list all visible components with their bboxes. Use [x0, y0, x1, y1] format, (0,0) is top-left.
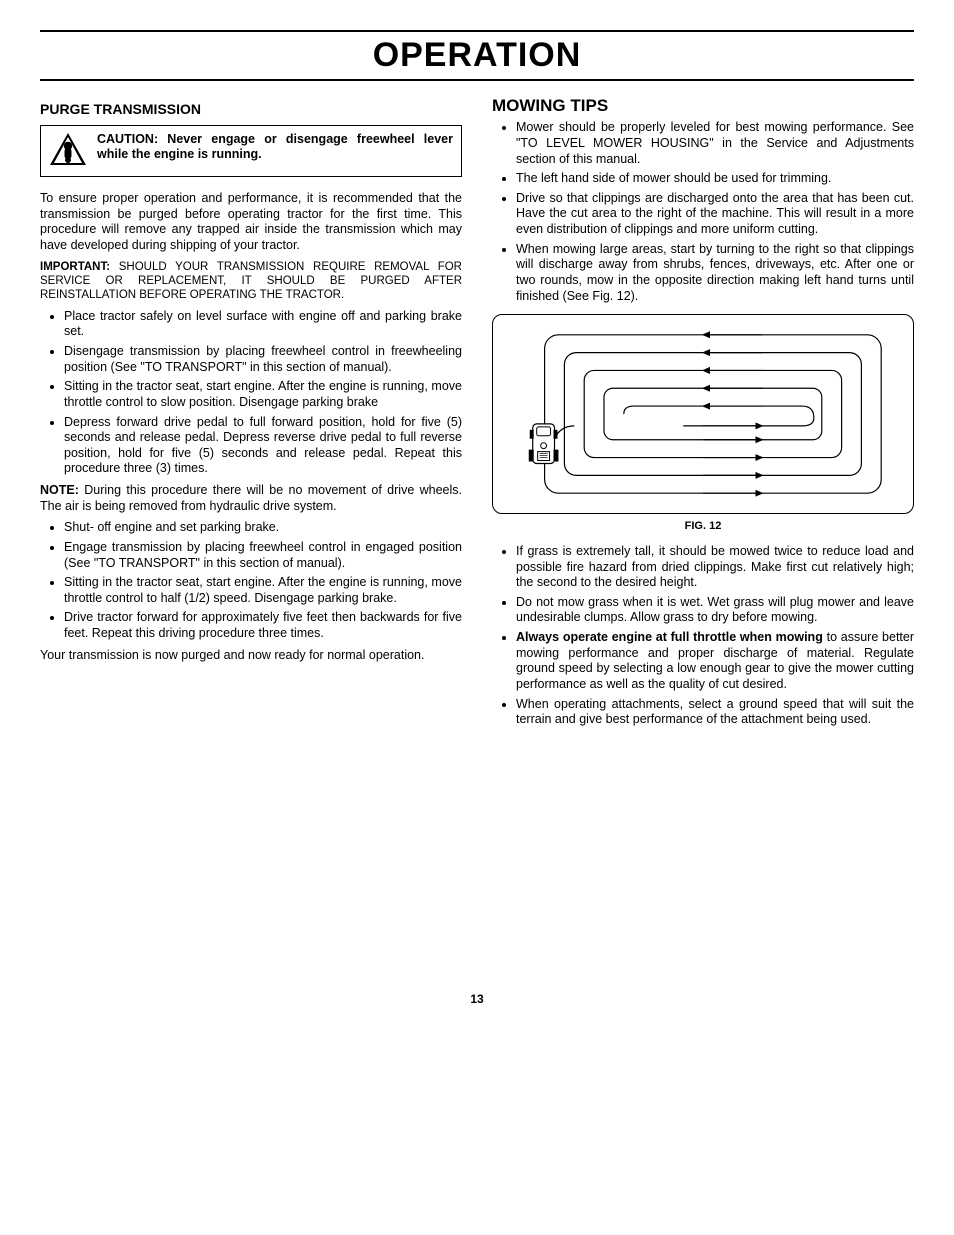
- list-item: Always operate engine at full throttle w…: [516, 630, 914, 693]
- list-item: Drive so that clippings are discharged o…: [516, 191, 914, 238]
- list-item: If grass is extremely tall, it should be…: [516, 544, 914, 591]
- list-item: Sitting in the tractor seat, start engin…: [64, 575, 462, 606]
- list-item: Mower should be properly leveled for bes…: [516, 120, 914, 167]
- mowing-pattern-diagram: [493, 315, 913, 513]
- mowing-list-1: Mower should be properly leveled for bes…: [492, 120, 914, 304]
- left-column: PURGE TRANSMISSION CAUTION: Never engage…: [40, 95, 462, 732]
- note: NOTE: During this procedure there will b…: [40, 483, 462, 514]
- list-item: Disengage transmission by placing freewh…: [64, 344, 462, 375]
- list-item: Drive tractor forward for approximately …: [64, 610, 462, 641]
- right-column: MOWING TIPS Mower should be properly lev…: [492, 95, 914, 732]
- list-item: Place tractor safely on level surface wi…: [64, 309, 462, 340]
- page-number: 13: [40, 992, 914, 1006]
- list-item: When operating attachments, select a gro…: [516, 697, 914, 728]
- caution-box: CAUTION: Never engage or disengage freew…: [40, 125, 462, 178]
- purge-intro: To ensure proper operation and performan…: [40, 191, 462, 254]
- note-lead: NOTE:: [40, 483, 79, 497]
- list-item: When mowing large areas, start by turnin…: [516, 242, 914, 305]
- figure-12: [492, 314, 914, 514]
- list-item: Engage transmission by placing freewheel…: [64, 540, 462, 571]
- purge-list-1: Place tractor safely on level surface wi…: [40, 309, 462, 477]
- mowing-heading: MOWING TIPS: [492, 95, 914, 116]
- purge-heading: PURGE TRANSMISSION: [40, 101, 462, 119]
- purge-list-2: Shut- off engine and set parking brake. …: [40, 520, 462, 641]
- important-note: IMPORTANT: SHOULD YOUR TRANSMISSION REQU…: [40, 260, 462, 303]
- content-columns: PURGE TRANSMISSION CAUTION: Never engage…: [40, 95, 914, 732]
- list-item: Depress forward drive pedal to full forw…: [64, 415, 462, 478]
- purge-closing: Your transmission is now purged and now …: [40, 648, 462, 664]
- list-item: Sitting in the tractor seat, start engin…: [64, 379, 462, 410]
- throttle-bold: Always operate engine at full throttle w…: [516, 630, 823, 644]
- note-body: During this procedure there will be no m…: [40, 483, 462, 513]
- page-title: OPERATION: [40, 30, 914, 81]
- caution-text: CAUTION: Never engage or disengage freew…: [97, 132, 453, 163]
- list-item: Shut- off engine and set parking brake.: [64, 520, 462, 536]
- important-lead: IMPORTANT:: [40, 261, 110, 273]
- list-item: The left hand side of mower should be us…: [516, 171, 914, 187]
- list-item: Do not mow grass when it is wet. Wet gra…: [516, 595, 914, 626]
- figure-caption: FIG. 12: [492, 520, 914, 534]
- warning-icon: [49, 132, 87, 171]
- mowing-list-2: If grass is extremely tall, it should be…: [492, 544, 914, 728]
